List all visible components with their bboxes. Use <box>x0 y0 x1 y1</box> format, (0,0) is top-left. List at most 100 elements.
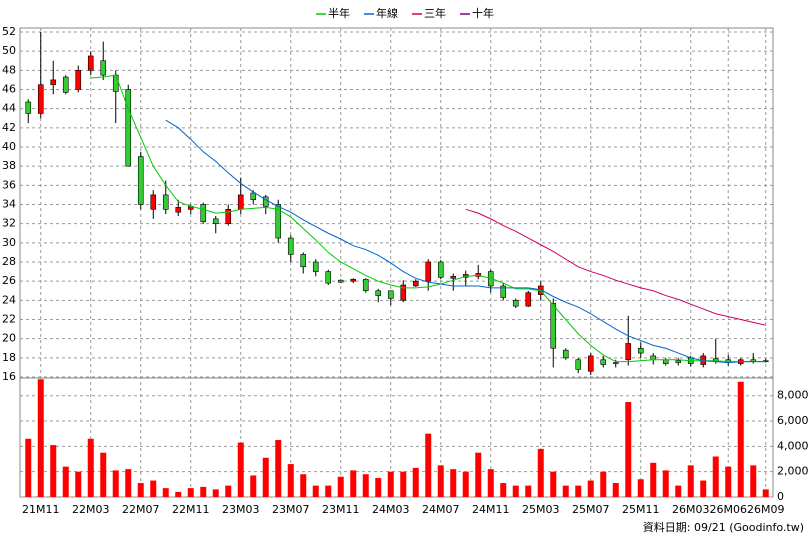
volume-bar <box>62 466 69 497</box>
volume-bar <box>337 476 344 497</box>
candle-body <box>137 156 144 205</box>
volume-bar <box>50 445 57 497</box>
x-tick-label: 26M06 <box>710 503 748 516</box>
legend-label: 十年 <box>472 6 494 20</box>
volume-bar <box>725 466 732 497</box>
volume-bar <box>225 485 232 497</box>
volume-bar <box>237 442 244 497</box>
volume-bar <box>587 480 594 497</box>
volume-bar <box>300 474 307 497</box>
candle-body <box>575 359 582 370</box>
footer: 資料日期: 09/21 (Goodinfo.tw) <box>643 520 804 534</box>
volume-bar <box>175 491 182 497</box>
y-tick-label: 30 <box>2 236 16 249</box>
candle-body <box>325 271 332 284</box>
volume-bar <box>325 485 332 497</box>
candle-body <box>150 194 157 210</box>
candle-body <box>250 192 257 201</box>
y-tick-label: 48 <box>2 63 16 76</box>
candle-body <box>437 261 444 278</box>
volume-bar <box>275 440 282 497</box>
volume-bar <box>262 457 269 497</box>
volume-bar <box>437 465 444 497</box>
x-tick-label: 24M03 <box>372 503 410 516</box>
candle-body <box>637 347 644 354</box>
x-tick-label: 25M03 <box>522 503 560 516</box>
candle-body <box>275 204 282 239</box>
volume-bar <box>125 469 132 497</box>
candle-body <box>387 290 394 299</box>
candle-body <box>287 237 294 255</box>
volume-bar <box>487 469 494 497</box>
candle-body <box>350 278 357 282</box>
x-tick-label: 23M03 <box>222 503 260 516</box>
y-tick-label: 28 <box>2 255 16 268</box>
x-tick-label: 26M09 <box>747 503 785 516</box>
y-tick-label: 38 <box>2 159 16 172</box>
volume-bar <box>512 485 519 497</box>
candle-body <box>300 254 307 268</box>
x-tick-label: 24M11 <box>472 503 510 516</box>
y-tick-label: 18 <box>2 351 16 364</box>
volume-bar <box>700 480 707 497</box>
volume-bar <box>712 456 719 497</box>
volume-bar <box>37 379 44 497</box>
volume-bar <box>25 438 32 497</box>
candle-body <box>37 84 44 114</box>
volume-bar <box>425 433 432 497</box>
candle-body <box>237 194 244 210</box>
volume-bar <box>250 475 257 497</box>
candle-body <box>100 60 107 76</box>
candle-body <box>87 55 94 71</box>
candle-body <box>175 207 182 213</box>
candle-body <box>512 300 519 307</box>
y-tick-label: 22 <box>2 313 16 326</box>
candle-body <box>25 101 32 114</box>
volume-bar <box>525 485 532 497</box>
ma-line <box>90 74 766 363</box>
volume-bar <box>537 448 544 497</box>
y2-tick-label: 8,000 <box>777 389 808 402</box>
candle-body <box>600 359 607 365</box>
ma-line <box>165 119 766 364</box>
volume-bar <box>762 489 769 497</box>
candle-body <box>362 278 369 292</box>
volume-bar <box>550 471 557 497</box>
volume-bar <box>350 470 357 497</box>
volume-bar <box>200 486 207 497</box>
volume-bar <box>462 471 469 497</box>
volume-bar <box>75 471 82 497</box>
price-frame <box>19 27 774 379</box>
x-tick-label: 24M07 <box>422 503 460 516</box>
volume-bar <box>637 479 644 497</box>
y-tick-label: 34 <box>2 198 16 211</box>
x-tick-label: 21M11 <box>22 503 60 516</box>
candle-body <box>337 279 344 283</box>
candle-body <box>125 89 132 167</box>
y-tick-label: 40 <box>2 140 16 153</box>
volume-bar <box>750 465 757 497</box>
volume-bar <box>625 402 632 497</box>
volume-bar <box>137 483 144 497</box>
candle-body <box>500 285 507 298</box>
volume-bar <box>475 452 482 497</box>
candle-body <box>550 302 557 349</box>
y2-tick-label: 4,000 <box>777 439 808 452</box>
x-tick-label: 22M03 <box>72 503 110 516</box>
candle-body <box>450 276 457 279</box>
volume-bar <box>562 485 569 497</box>
legend-label: 三年 <box>424 6 446 20</box>
candle-body <box>587 355 594 372</box>
volume-bar <box>87 438 94 497</box>
y2-tick-label: 0 <box>777 490 784 503</box>
x-tick-label: 25M07 <box>572 503 610 516</box>
x-tick-label: 23M07 <box>272 503 310 516</box>
volume-bar <box>150 480 157 497</box>
x-tick-label: 22M07 <box>122 503 160 516</box>
volume-bar <box>450 469 457 497</box>
x-tick-label: 23M11 <box>322 503 360 516</box>
volume-bar <box>162 488 169 497</box>
y-tick-label: 50 <box>2 44 16 57</box>
candle-body <box>625 343 632 361</box>
y-tick-label: 46 <box>2 83 16 96</box>
